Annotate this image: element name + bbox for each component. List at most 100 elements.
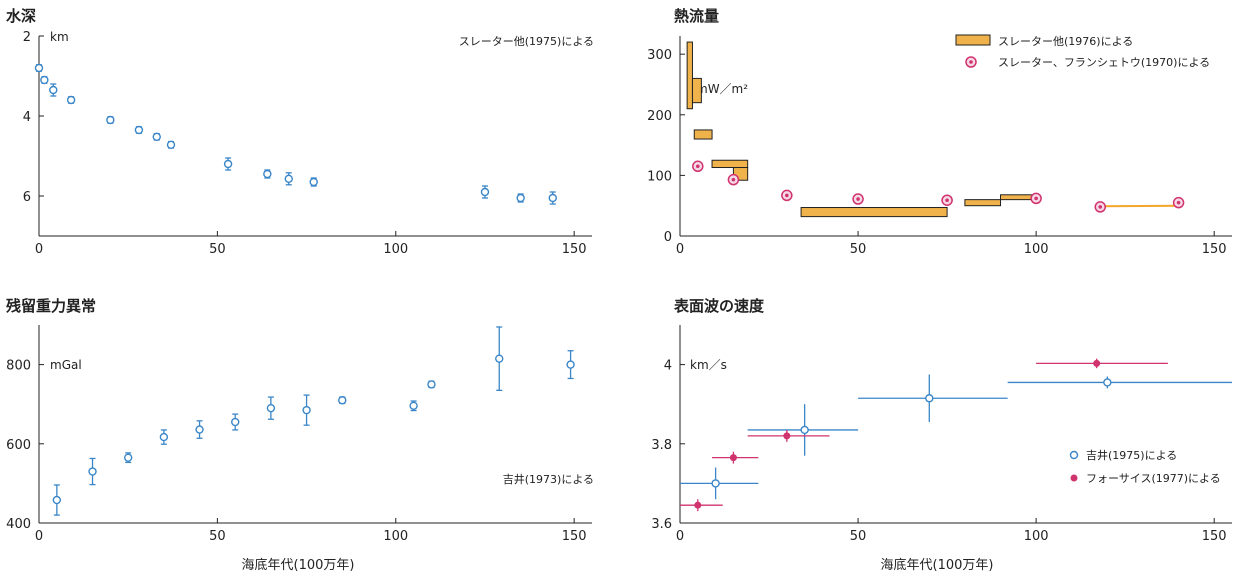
depth-title: 水深 xyxy=(6,7,36,25)
heatflow-x-tick-label: 50 xyxy=(850,242,867,257)
heatflow-legend: スレーター他(1976)による スレーター、フランシェトウ(1970)による xyxy=(955,34,1210,69)
velocity-x-tick-label: 50 xyxy=(850,529,867,544)
heatflow-y-tick-label: 300 xyxy=(647,48,672,63)
depth-x-tick-label: 0 xyxy=(35,242,43,257)
velocity-point-filled xyxy=(1093,359,1101,367)
gravity-unit: mGal xyxy=(50,358,82,372)
depth-point xyxy=(49,85,58,95)
legend-bar-swatch xyxy=(955,34,991,46)
heatflow-panel: 熱流量 mW／m² スレーター他(1976)による スレーター、フランシェトウ(… xyxy=(647,7,1232,257)
depth-note: スレーター他(1975)による xyxy=(459,35,594,48)
heatflow-range-box xyxy=(800,207,948,218)
x-axis-label-right: 海底年代(100万年) xyxy=(881,557,994,573)
heatflow-range-box xyxy=(693,129,713,140)
heatflow-y-tick-label: 200 xyxy=(647,109,672,124)
x-axis-label-left: 海底年代(100万年) xyxy=(242,557,355,573)
gravity-point xyxy=(159,432,169,442)
velocity-legend: 吉井(1975)による フォーサイス(1977)による xyxy=(1069,448,1221,485)
heatflow-x-tick-label: 100 xyxy=(1024,242,1049,257)
gravity-y-tick-label: 800 xyxy=(6,359,31,374)
gravity-point xyxy=(495,354,504,363)
gravity-point xyxy=(88,467,97,476)
depth-panel: 水深 km スレーター他(1975)による 0 50 100 150 2 4 6 xyxy=(6,7,594,257)
velocity-unit: km／s xyxy=(690,358,727,372)
gravity-point xyxy=(195,425,204,434)
legend-ring-label: スレーター、フランシェトウ(1970)による xyxy=(998,56,1210,69)
depth-point xyxy=(66,95,76,105)
depth-x-tick-label: 100 xyxy=(383,242,408,257)
gravity-point xyxy=(409,401,418,410)
depth-x-tick-label: 50 xyxy=(209,242,226,257)
legend-hollow-swatch xyxy=(1069,450,1079,460)
depth-point xyxy=(166,140,176,150)
velocity-point-filled xyxy=(694,501,702,509)
depth-point xyxy=(134,125,144,135)
heatflow-ring-center xyxy=(785,193,789,198)
legend-ring-dot xyxy=(969,60,973,64)
heatflow-x-tick-label: 0 xyxy=(676,242,684,257)
legend-bar-label: スレーター他(1976)による xyxy=(998,35,1133,48)
depth-point xyxy=(548,193,557,203)
velocity-point-hollow xyxy=(1103,378,1112,387)
gravity-y-tick-label: 600 xyxy=(6,438,31,453)
velocity-point-filled xyxy=(783,432,791,440)
depth-point xyxy=(106,115,115,125)
gravity-note: 吉井(1973)による xyxy=(503,472,594,486)
gravity-point xyxy=(427,380,436,389)
heatflow-title: 熱流量 xyxy=(674,7,719,25)
gravity-point xyxy=(338,396,347,405)
velocity-point-hollow xyxy=(800,425,809,435)
velocity-y-tick-label: 3.8 xyxy=(651,438,672,453)
gravity-point xyxy=(231,417,240,427)
heatflow-ring-center xyxy=(945,198,949,203)
gravity-y-tick-label: 400 xyxy=(6,517,31,532)
gravity-point xyxy=(266,403,276,413)
heatflow-range-box xyxy=(686,41,693,110)
gravity-x-tick-label: 100 xyxy=(383,529,408,544)
depth-x-tick-label: 150 xyxy=(562,242,587,257)
depth-unit: km xyxy=(50,30,69,44)
gravity-x-tick-label: 150 xyxy=(562,529,587,544)
depth-y-tick-label: 4 xyxy=(23,110,31,125)
heatflow-ring-center xyxy=(696,164,700,169)
velocity-y-tick-label: 3.6 xyxy=(651,517,672,532)
gravity-x-tick-label: 0 xyxy=(35,529,43,544)
heatflow-unit: mW／m² xyxy=(696,82,748,96)
depth-point xyxy=(516,193,525,203)
gravity-point xyxy=(566,360,575,369)
depth-point xyxy=(309,177,318,187)
gravity-point xyxy=(52,495,62,505)
heatflow-x-tick-label: 150 xyxy=(1202,242,1227,257)
legend-hollow-label: 吉井(1975)による xyxy=(1086,448,1177,462)
depth-point xyxy=(34,63,44,73)
depth-y-tick-label: 2 xyxy=(23,30,31,45)
gravity-title: 残留重力異常 xyxy=(6,297,96,315)
depth-point xyxy=(40,75,49,85)
heatflow-ring-center xyxy=(856,197,860,201)
velocity-x-tick-label: 150 xyxy=(1202,529,1227,544)
heatflow-ring-center xyxy=(731,177,736,182)
depth-point xyxy=(152,132,161,142)
gravity-point xyxy=(123,453,133,462)
depth-point xyxy=(263,169,272,179)
heatflow-ring-center xyxy=(1176,200,1181,205)
gravity-x-tick-label: 50 xyxy=(209,529,226,544)
depth-point xyxy=(284,174,293,184)
heatflow-range-box xyxy=(691,77,702,104)
heatflow-ring-center xyxy=(1034,196,1038,201)
velocity-title: 表面波の速度 xyxy=(674,297,765,315)
velocity-point-hollow xyxy=(711,479,720,488)
heatflow-range-box xyxy=(711,159,749,169)
velocity-panel: 表面波の速度 km／s 吉井(1975)による フォーサイス(1977)による … xyxy=(651,297,1232,573)
legend-filled-swatch xyxy=(1070,474,1078,482)
depth-y-tick-label: 6 xyxy=(23,190,31,205)
heatflow-y-tick-label: 0 xyxy=(664,230,672,245)
heatflow-ring-center xyxy=(1098,205,1103,209)
velocity-point-filled xyxy=(729,454,737,462)
velocity-point-hollow xyxy=(925,394,934,403)
heatflow-range-box xyxy=(964,199,1002,207)
velocity-x-tick-label: 100 xyxy=(1024,529,1049,544)
depth-point xyxy=(223,159,233,169)
heatflow-y-tick-label: 100 xyxy=(647,169,672,184)
